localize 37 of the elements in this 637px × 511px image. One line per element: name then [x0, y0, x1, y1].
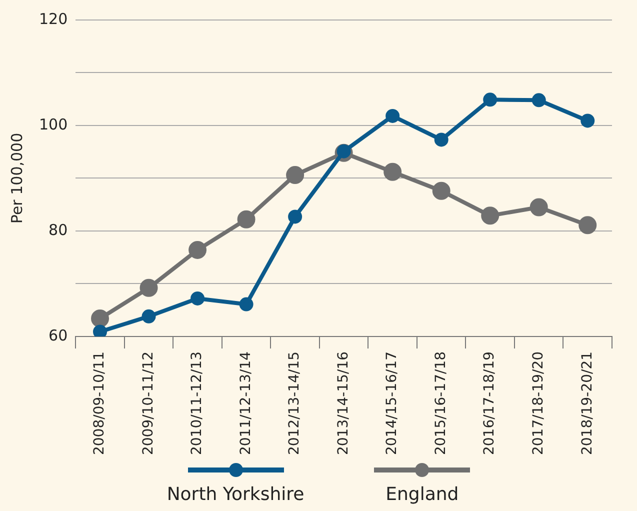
point [142, 309, 156, 324]
point [483, 92, 498, 107]
x-tick-label: 2012/13-14/15 [286, 351, 303, 456]
x-tick-label: 2011/12-13/14 [238, 351, 254, 456]
point [532, 93, 546, 108]
x-tick-label: 2016/17-18/19 [482, 351, 498, 456]
point [432, 182, 450, 200]
x-tick-label: 2015/16-17/18 [432, 351, 449, 456]
point [578, 216, 597, 234]
x-tick-label: 2013/14-15/16 [335, 351, 352, 456]
point [239, 297, 254, 312]
point [91, 310, 110, 328]
point [190, 291, 205, 306]
y-tick-label: 100 [38, 115, 68, 134]
point [384, 162, 402, 181]
point [481, 206, 500, 225]
legend-label: North Yorkshire [166, 484, 304, 505]
y-tick-label: 60 [48, 326, 68, 344]
legend-label: England [386, 484, 459, 505]
point [237, 210, 256, 228]
y-axis-title: Per 100,000 [8, 132, 26, 224]
point [286, 166, 304, 184]
x-tick-label: 2009/10-11/12 [140, 351, 156, 456]
point [140, 278, 158, 297]
x-tick-label: 2010/11-12/13 [189, 351, 206, 456]
x-tick-label: 2014/15-16/17 [384, 351, 400, 456]
y-tick-label: 120 [38, 10, 68, 28]
point [580, 114, 595, 128]
point [188, 240, 207, 259]
point [386, 108, 400, 123]
point [288, 210, 302, 224]
point [530, 198, 548, 216]
y-tick-label: 80 [48, 220, 68, 239]
x-tick-label: 2017/18-19/20 [530, 351, 546, 456]
x-tick-label: 2018/19-20/21 [579, 351, 596, 456]
x-tick-label: 2008/09-10/11 [92, 351, 108, 456]
point [434, 132, 448, 147]
